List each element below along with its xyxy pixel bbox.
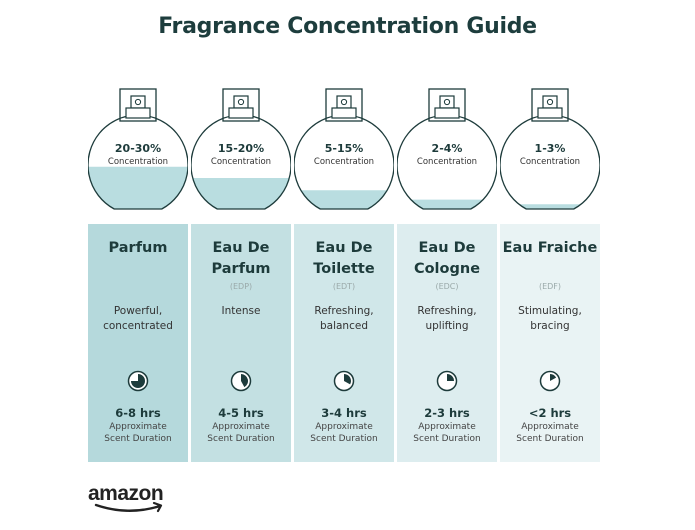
fragrance-description: Refreshing, uplifting	[417, 305, 477, 332]
column-0: 20-30% Concentration Parfum Powerful, co…	[88, 88, 188, 462]
column-1: 15-20% Concentration Eau De Parfum (EDP)…	[191, 88, 291, 462]
fragrance-abbr: (EDF)	[538, 282, 562, 291]
fragrance-name: Eau De Cologne	[413, 240, 481, 277]
duration-label-line1: Approximate	[109, 422, 167, 432]
liquid-fill	[300, 190, 388, 209]
clock-fill	[131, 374, 145, 388]
duration-label: Approximate Scent Duration	[88, 421, 188, 445]
clock-icon	[127, 370, 149, 392]
info-panel: Eau De Toilette (EDT) Refreshing, balanc…	[294, 224, 394, 462]
duration-value: 3-4 hrs	[321, 406, 367, 420]
concentration-label: Concentration	[107, 157, 169, 167]
info-panel: Eau De Cologne (EDC) Refreshing, uplifti…	[397, 224, 497, 462]
duration-value: 4-5 hrs	[218, 406, 264, 420]
duration-label-line1: Approximate	[212, 422, 270, 432]
clock-fill	[447, 374, 454, 381]
liquid-fill	[519, 204, 581, 209]
duration-label: Approximate Scent Duration	[397, 421, 497, 445]
duration-value: 2-3 hrs	[424, 406, 470, 420]
duration-label-line2: Scent Duration	[516, 434, 584, 444]
clock-icon	[436, 370, 458, 392]
duration-value: <2 hrs	[528, 406, 572, 420]
duration-label-line2: Scent Duration	[104, 434, 172, 444]
clock-icon	[539, 370, 561, 392]
duration-label: Approximate Scent Duration	[500, 421, 600, 445]
fragrance-name: Eau Fraiche	[502, 240, 598, 256]
fragrance-abbr: (EDT)	[332, 282, 356, 291]
clock-fill	[241, 374, 248, 388]
concentration-value: 1-3%	[534, 142, 566, 155]
duration-label-line1: Approximate	[315, 422, 373, 432]
clock-fill	[550, 374, 557, 381]
liquid-fill	[410, 199, 484, 209]
column-3: 2-4% Concentration Eau De Cologne (EDC) …	[397, 88, 497, 462]
column-4: 1-3% Concentration Eau Fraiche (EDF) Sti…	[500, 88, 600, 462]
concentration-label: Concentration	[416, 157, 478, 167]
info-panel: Parfum Powerful, concentrated 6-8 hrs Ap…	[88, 224, 188, 462]
fragrance-name: Eau De Parfum	[211, 240, 271, 277]
info-panel: Eau De Parfum (EDP) Intense 4-5 hrs Appr…	[191, 224, 291, 462]
concentration-value: 20-30%	[114, 142, 162, 155]
duration-label-line2: Scent Duration	[310, 434, 378, 444]
fragrance-abbr: (EDP)	[229, 282, 253, 291]
fragrance-description: Powerful, concentrated	[103, 305, 173, 332]
bottle-icon	[500, 88, 600, 210]
bottle-icon	[294, 88, 394, 210]
duration-label: Approximate Scent Duration	[191, 421, 291, 445]
liquid-fill	[192, 177, 290, 209]
concentration-value: 2-4%	[431, 142, 463, 155]
bottle-icon	[191, 88, 291, 210]
concentration-value: 5-15%	[324, 142, 364, 155]
concentration-label: Concentration	[519, 157, 581, 167]
duration-label-line2: Scent Duration	[413, 434, 481, 444]
bottle-icon	[88, 88, 188, 210]
fragrance-description: Refreshing, balanced	[314, 305, 374, 332]
fragrance-name: Parfum	[108, 240, 168, 256]
duration-label-line2: Scent Duration	[207, 434, 275, 444]
duration-label-line1: Approximate	[418, 422, 476, 432]
clock-icon	[333, 370, 355, 392]
duration-label: Approximate Scent Duration	[294, 421, 394, 445]
column-2: 5-15% Concentration Eau De Toilette (EDT…	[294, 88, 394, 462]
concentration-label: Concentration	[313, 157, 375, 167]
concentration-value: 15-20%	[217, 142, 265, 155]
duration-label-line1: Approximate	[521, 422, 579, 432]
fragrance-description: Stimulating, bracing	[518, 305, 582, 332]
concentration-label: Concentration	[210, 157, 272, 167]
fragrance-abbr: (EDC)	[435, 282, 459, 291]
info-panel: Eau Fraiche (EDF) Stimulating, bracing <…	[500, 224, 600, 462]
svg-text:amazon: amazon	[88, 482, 163, 505]
amazon-logo: amazon	[88, 482, 164, 513]
duration-value: 6-8 hrs	[115, 406, 161, 420]
clock-icon	[230, 370, 252, 392]
bottle-icon	[397, 88, 497, 210]
fragrance-name: Eau De Toilette	[313, 240, 375, 277]
fragrance-description: Intense	[221, 305, 261, 317]
liquid-fill	[88, 166, 188, 209]
page-title: Fragrance Concentration Guide	[158, 14, 537, 39]
clock-fill	[344, 374, 351, 385]
